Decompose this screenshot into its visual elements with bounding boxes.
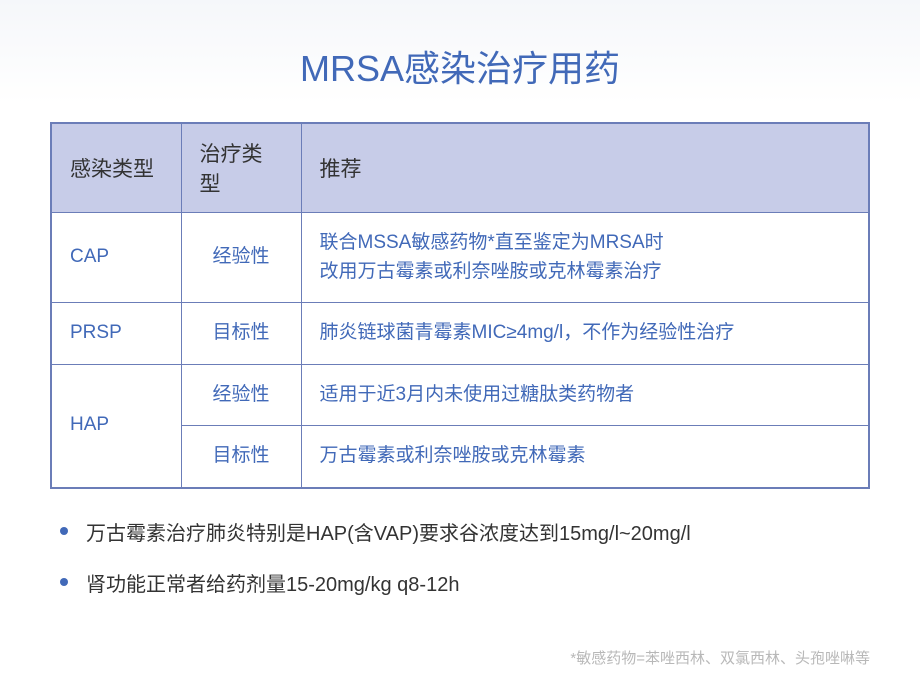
bullet-text: 肾功能正常者给药剂量15-20mg/kg q8-12h — [86, 568, 459, 597]
list-item: 肾功能正常者给药剂量15-20mg/kg q8-12h — [60, 568, 870, 597]
table-row: PRSP 目标性 肺炎链球菌青霉素MIC≥4mg/l，不作为经验性治疗 — [51, 303, 869, 365]
footnote-text: *敏感药物=苯唑西林、双氯西林、头孢唑啉等 — [570, 647, 870, 668]
bullet-text: 万古霉素治疗肺炎特别是HAP(含VAP)要求谷浓度达到15mg/l~20mg/l — [86, 517, 691, 546]
table-cell: PRSP — [51, 303, 181, 365]
content-area: 感染类型 治疗类型 推荐 CAP 经验性 联合MSSA敏感药物*直至鉴定为MRS… — [0, 122, 920, 597]
table-cell: 万古霉素或利奈唑胺或克林霉素 — [301, 426, 869, 488]
bullet-list: 万古霉素治疗肺炎特别是HAP(含VAP)要求谷浓度达到15mg/l~20mg/l… — [50, 517, 870, 597]
bullet-icon — [60, 578, 68, 586]
list-item: 万古霉素治疗肺炎特别是HAP(含VAP)要求谷浓度达到15mg/l~20mg/l — [60, 517, 870, 546]
bullet-icon — [60, 527, 68, 535]
table-cell: 目标性 — [181, 426, 301, 488]
slide-title: MRSA感染治疗用药 — [0, 0, 920, 122]
table-header: 推荐 — [301, 123, 869, 213]
table-row: CAP 经验性 联合MSSA敏感药物*直至鉴定为MRSA时 改用万古霉素或利奈唑… — [51, 213, 869, 303]
treatment-table: 感染类型 治疗类型 推荐 CAP 经验性 联合MSSA敏感药物*直至鉴定为MRS… — [50, 122, 870, 489]
table-row: HAP 经验性 适用于近3月内未使用过糖肽类药物者 — [51, 364, 869, 426]
table-cell: HAP — [51, 364, 181, 488]
table-cell: 联合MSSA敏感药物*直至鉴定为MRSA时 改用万古霉素或利奈唑胺或克林霉素治疗 — [301, 213, 869, 303]
table-cell: 经验性 — [181, 213, 301, 303]
table-header: 感染类型 — [51, 123, 181, 213]
table-cell: 肺炎链球菌青霉素MIC≥4mg/l，不作为经验性治疗 — [301, 303, 869, 365]
table-cell: 经验性 — [181, 364, 301, 426]
table-header: 治疗类型 — [181, 123, 301, 213]
table-cell: CAP — [51, 213, 181, 303]
table-cell: 目标性 — [181, 303, 301, 365]
table-cell: 适用于近3月内未使用过糖肽类药物者 — [301, 364, 869, 426]
